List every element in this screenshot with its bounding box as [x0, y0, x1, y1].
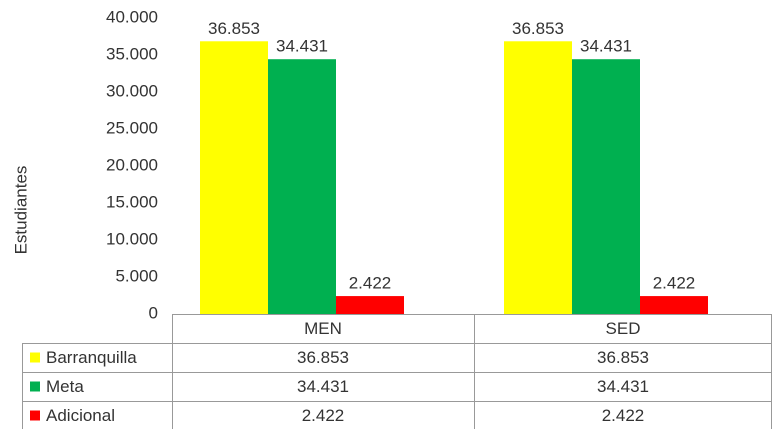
legend-swatch: [30, 410, 40, 421]
y-axis-title: Estudiantes: [11, 166, 30, 255]
y-tick-label: 0: [149, 303, 158, 322]
bar: [504, 41, 572, 314]
bar: [268, 59, 336, 314]
table-cell: 2.422: [302, 406, 345, 425]
legend-label: Barranquilla: [46, 348, 137, 367]
y-tick-label: 10.000: [106, 229, 158, 248]
legend-swatch: [30, 352, 40, 363]
y-tick-label: 20.000: [106, 155, 158, 174]
data-label: 34.431: [276, 37, 328, 56]
y-tick-label: 15.000: [106, 192, 158, 211]
y-tick-label: 35.000: [106, 44, 158, 63]
y-tick-label: 25.000: [106, 118, 158, 137]
data-label: 36.853: [512, 19, 564, 38]
data-label: 34.431: [580, 37, 632, 56]
table-cell: 34.431: [297, 377, 349, 396]
bar: [640, 296, 708, 314]
bar: [200, 41, 268, 314]
table-cell: 34.431: [597, 377, 649, 396]
bar: [572, 59, 640, 314]
x-tick-label: MEN: [304, 319, 342, 338]
table-cell: 2.422: [602, 406, 645, 425]
table-cell: 36.853: [597, 348, 649, 367]
y-tick-label: 5.000: [115, 266, 158, 285]
y-tick-label: 30.000: [106, 81, 158, 100]
legend-label: Meta: [46, 377, 84, 396]
y-tick-label: 40.000: [106, 7, 158, 26]
legend-label: Adicional: [46, 406, 115, 425]
data-label: 2.422: [349, 274, 392, 293]
data-label: 36.853: [208, 19, 260, 38]
bar: [336, 296, 404, 314]
x-tick-label: SED: [606, 319, 641, 338]
data-label: 2.422: [653, 274, 696, 293]
legend-swatch: [30, 381, 40, 392]
table-cell: 36.853: [297, 348, 349, 367]
